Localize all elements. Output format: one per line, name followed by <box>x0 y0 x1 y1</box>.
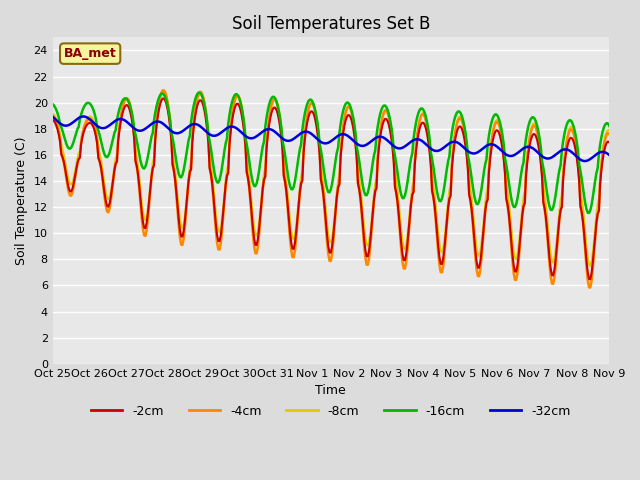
Y-axis label: Soil Temperature (C): Soil Temperature (C) <box>15 136 28 265</box>
Title: Soil Temperatures Set B: Soil Temperatures Set B <box>232 15 430 33</box>
Legend: -2cm, -4cm, -8cm, -16cm, -32cm: -2cm, -4cm, -8cm, -16cm, -32cm <box>86 400 575 423</box>
Text: BA_met: BA_met <box>64 47 116 60</box>
X-axis label: Time: Time <box>316 384 346 397</box>
